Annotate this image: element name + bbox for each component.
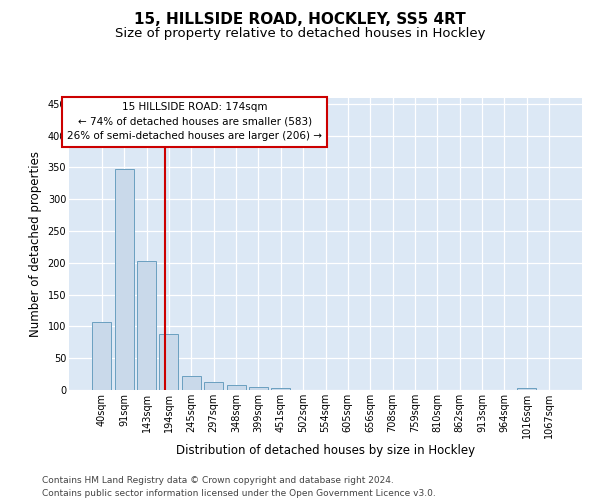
Bar <box>137 261 156 390</box>
Bar <box>204 382 223 390</box>
Bar <box>182 376 201 390</box>
Bar <box>249 387 268 390</box>
Bar <box>517 388 536 390</box>
X-axis label: Distribution of detached houses by size in Hockley: Distribution of detached houses by size … <box>176 444 475 456</box>
Bar <box>115 168 134 390</box>
Bar <box>227 385 245 390</box>
Text: Contains HM Land Registry data © Crown copyright and database right 2024.
Contai: Contains HM Land Registry data © Crown c… <box>42 476 436 498</box>
Bar <box>92 322 112 390</box>
Bar <box>271 388 290 390</box>
Text: 15, HILLSIDE ROAD, HOCKLEY, SS5 4RT: 15, HILLSIDE ROAD, HOCKLEY, SS5 4RT <box>134 12 466 28</box>
Text: Size of property relative to detached houses in Hockley: Size of property relative to detached ho… <box>115 28 485 40</box>
Bar <box>160 334 178 390</box>
Y-axis label: Number of detached properties: Number of detached properties <box>29 151 42 337</box>
Text: 15 HILLSIDE ROAD: 174sqm
← 74% of detached houses are smaller (583)
26% of semi-: 15 HILLSIDE ROAD: 174sqm ← 74% of detach… <box>67 102 322 142</box>
